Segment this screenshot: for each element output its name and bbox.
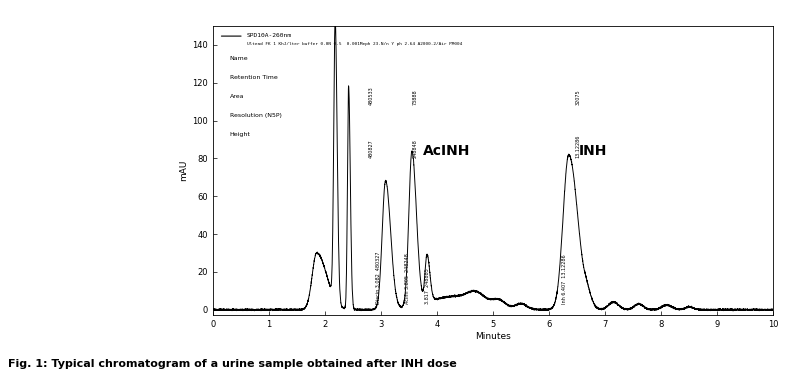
Text: 32075: 32075 xyxy=(576,90,581,105)
Text: Area: Area xyxy=(230,94,245,99)
Text: AcINH: AcINH xyxy=(423,144,470,158)
Text: 13.12286: 13.12286 xyxy=(576,135,581,158)
Text: 480533: 480533 xyxy=(368,87,373,105)
Text: 3.817  248885: 3.817 248885 xyxy=(424,268,429,304)
Text: Resolution (N5P): Resolution (N5P) xyxy=(230,113,282,118)
Text: 73888: 73888 xyxy=(412,90,417,105)
Text: Name: Name xyxy=(230,56,249,61)
Text: 480827: 480827 xyxy=(368,139,373,158)
Text: 248848: 248848 xyxy=(412,139,417,158)
Text: Fig. 1: Typical chromatogram of a urine sample obtained after INH dose: Fig. 1: Typical chromatogram of a urine … xyxy=(8,359,457,369)
Text: Height: Height xyxy=(230,132,251,137)
Text: Retention Time: Retention Time xyxy=(230,75,278,80)
Text: Inh 6.407  13.12286: Inh 6.407 13.12286 xyxy=(563,255,567,304)
Text: SPD10A-260nm: SPD10A-260nm xyxy=(247,33,292,38)
X-axis label: Minutes: Minutes xyxy=(475,332,511,341)
Text: Ultead FK 1 KhJ/lter buffer 0.0N 0.5  0.001Meph 23.N/n Y ph 2.64 A2000.2/Air PM0: Ultead FK 1 KhJ/lter buffer 0.0N 0.5 0.0… xyxy=(247,42,462,46)
Text: Acinn 3.805  248248: Acinn 3.805 248248 xyxy=(406,253,410,304)
Text: Diacin 3.082  480327: Diacin 3.082 480327 xyxy=(376,252,381,304)
Y-axis label: mAU: mAU xyxy=(179,160,189,181)
Text: INH: INH xyxy=(578,144,607,158)
